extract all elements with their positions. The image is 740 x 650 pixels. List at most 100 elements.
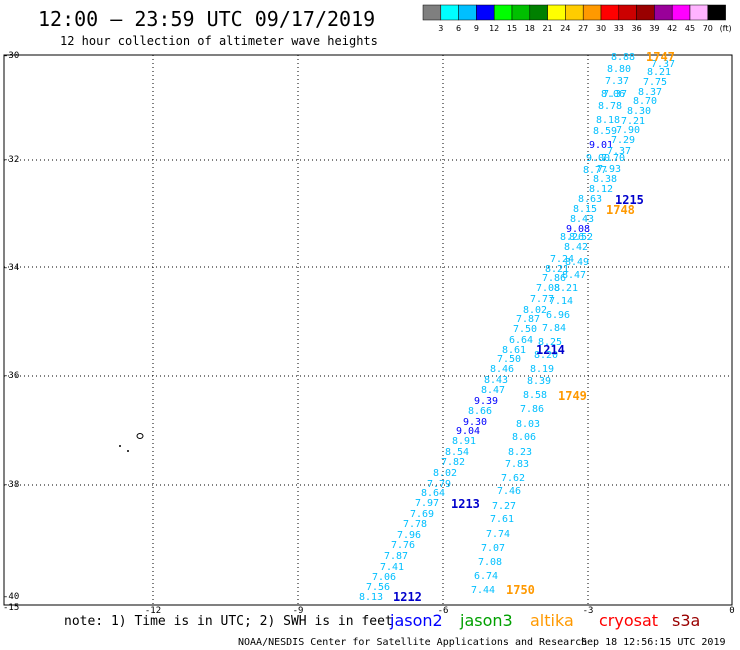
- pass-label: 1749: [558, 389, 587, 403]
- swh-value: 7.07: [481, 543, 505, 554]
- swh-value: 8.30: [627, 106, 651, 117]
- swh-value: 7.08: [478, 557, 502, 568]
- swh-value: 8.02: [523, 305, 547, 316]
- map-frame: [3, 54, 733, 606]
- pass-label: 1748: [606, 203, 635, 217]
- swh-value: 7.62: [501, 473, 525, 484]
- page-subtitle: 12 hour collection of altimeter wave hei…: [60, 34, 378, 48]
- swh-value: 8.19: [530, 364, 554, 375]
- swh-value: 8.03: [516, 419, 540, 430]
- swh-value: 6.96: [546, 310, 570, 321]
- map-grid: [4, 55, 732, 605]
- swh-value: 8.12: [589, 184, 613, 195]
- swh-value: 8.59: [593, 126, 617, 137]
- swh-value: 8.26: [560, 232, 584, 243]
- swh-value: 7.21: [621, 116, 645, 127]
- satellite-legend-s3a: s3a: [672, 611, 700, 630]
- wave-height-colorbar: 3 6 9 12 15 18 21 24 27 30 33 36 39 42 45 70 (ft): [422, 4, 732, 33]
- swh-value: 7.87: [384, 551, 408, 562]
- x-tick-label: 0: [729, 606, 734, 616]
- swh-value: 8.46: [490, 364, 514, 375]
- swh-value: 7.44: [471, 585, 495, 596]
- credit-right: Sep 18 12:56:15 UTC 2019: [581, 637, 726, 648]
- island-outline: [119, 433, 144, 452]
- swh-value: 8.37: [638, 87, 662, 98]
- colorbar-label: 42: [667, 24, 677, 33]
- colorbar-swatch: [547, 4, 566, 21]
- swh-value: 7.87: [516, 314, 540, 325]
- swh-value: 7.29: [611, 135, 635, 146]
- satellite-legend: jason2 jason3 altika cryosat s3a: [389, 611, 700, 630]
- colorbar-label: 15: [507, 24, 517, 33]
- colorbar-swatch: [511, 4, 531, 21]
- satellite-legend-altika: altika: [530, 611, 574, 630]
- swh-value: 8.66: [468, 406, 492, 417]
- y-tick-label: -30: [3, 51, 19, 61]
- y-tick-label: -40: [3, 592, 19, 602]
- colorbar-label: (ft): [720, 24, 732, 33]
- colorbar-swatch: [618, 4, 637, 21]
- swh-value: 7.69: [410, 509, 434, 520]
- swh-value: 8.49: [565, 257, 589, 268]
- swh-value: 8.47: [562, 270, 586, 281]
- swh-value: 9.00: [586, 153, 610, 164]
- swh-value: 8.54: [445, 447, 469, 458]
- swh-value: 8.20: [534, 350, 558, 361]
- x-tick-label: -6: [438, 606, 449, 616]
- pass-label: 1215: [615, 193, 644, 207]
- pass-label: 1212: [393, 590, 422, 604]
- colorbar-swatch: [600, 4, 620, 21]
- colorbar-label: 12: [489, 24, 499, 33]
- swh-value: 9.08: [566, 224, 590, 235]
- swh-value: 8.78: [598, 101, 622, 112]
- colorbar-swatch: [671, 4, 691, 21]
- y-tick-label: -36: [3, 371, 19, 381]
- credit-left: NOAA/NESDIS Center for Satellite Applica…: [238, 637, 587, 648]
- swh-values: 8.887.378.80 8.217.37 7.757.37 8.378.068.70…: [359, 52, 675, 603]
- colorbar-swatch: [476, 4, 495, 21]
- y-tick-label: -38: [3, 480, 19, 490]
- swh-value: 7.37: [603, 89, 627, 100]
- pass-label: 1213: [451, 497, 480, 511]
- swh-value: 7.41: [380, 562, 404, 573]
- swh-value: 9.04: [456, 426, 480, 437]
- swh-value: 8.80: [607, 64, 631, 75]
- colorbar-label: 9: [474, 24, 479, 33]
- satellite-legend-jason2: jason2: [389, 611, 443, 630]
- y-tick-label: -34: [3, 263, 19, 273]
- x-tick-label: -3: [583, 606, 594, 616]
- colorbar-swatch: [636, 4, 655, 21]
- swh-value: 8.02: [433, 468, 457, 479]
- swh-value: 7.82: [441, 457, 465, 468]
- swh-value: 7.61: [490, 514, 514, 525]
- swh-value: 7.96: [397, 530, 421, 541]
- colorbar-swatch: [689, 4, 709, 21]
- y-tick-label: -32: [3, 155, 19, 165]
- colorbar-label: 6: [456, 24, 461, 33]
- swh-value: 8.18: [596, 115, 620, 126]
- swh-value: 8.43: [570, 214, 594, 225]
- swh-value: 8.21: [545, 264, 569, 275]
- colorbar-label: 21: [543, 24, 553, 33]
- colorbar-label: 36: [632, 24, 642, 33]
- x-tick-label: -12: [145, 606, 161, 616]
- swh-value: 8.23: [508, 447, 532, 458]
- x-tick-label: -9: [293, 606, 304, 616]
- swh-value: 6.64: [509, 335, 533, 346]
- swh-value: 7.56: [366, 582, 390, 593]
- swh-value: 8.58: [523, 390, 547, 401]
- swh-value: 8.25: [538, 337, 562, 348]
- pass-label: 1747: [646, 50, 675, 64]
- swh-value: 8.21: [647, 67, 671, 78]
- swh-value: 7.78: [403, 519, 427, 530]
- colorbar-swatch: [582, 4, 602, 21]
- swh-value: 7.86: [520, 404, 544, 415]
- swh-value: 8.06: [601, 89, 625, 100]
- swh-value: 7.74: [486, 529, 510, 540]
- swh-value: 8.61: [502, 345, 526, 356]
- swh-value: 8.70: [633, 96, 657, 107]
- colorbar-label: 45: [685, 24, 695, 33]
- swh-value: 7.06: [372, 572, 396, 583]
